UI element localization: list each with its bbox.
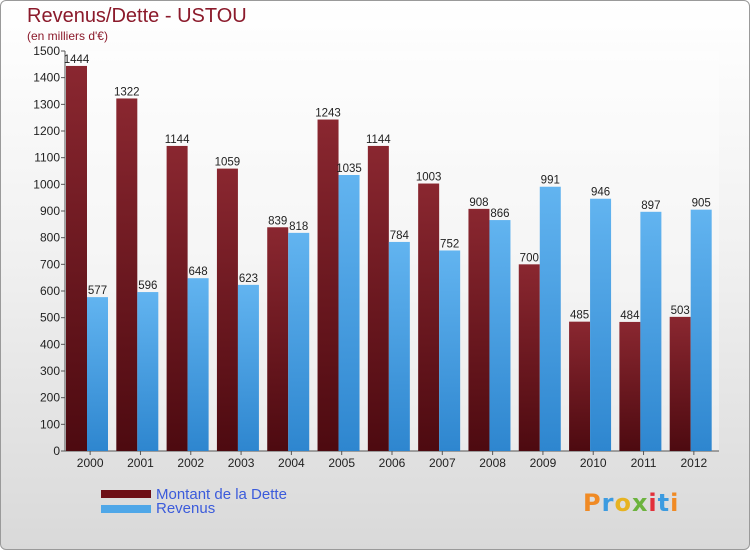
x-tick-label: 2001 [127,456,154,470]
y-tick-label: 1300 [33,97,60,111]
y-tick-label: 800 [40,231,60,245]
bar-revenus [590,198,612,451]
value-label-dette: 484 [620,310,640,322]
chart-subtitle: (en milliers d'€) [27,29,108,43]
value-label-dette: 1322 [114,86,140,98]
y-tick-label: 200 [40,391,60,405]
legend-swatch-dette [101,490,151,498]
bar-dette [267,227,289,451]
bar-revenus [439,250,461,451]
bar-dette [518,264,540,451]
y-tick-label: 1500 [33,44,60,58]
bar-revenus [388,241,410,451]
y-tick-label: 900 [40,204,60,218]
logo-letter: t [657,489,671,517]
value-label-revenus: 946 [591,187,610,199]
value-label-dette: 700 [520,252,539,264]
value-label-dette: 1003 [416,172,442,184]
legend-swatch-revenus [101,505,151,513]
value-label-revenus: 991 [541,175,560,187]
legend-label-dette: Montant de la Dette [156,486,287,503]
y-tick-label: 1000 [33,177,60,191]
y-tick-label: 1100 [34,151,60,165]
value-label-revenus: 596 [138,280,157,292]
bar-revenus [288,232,310,451]
bar-revenus [87,297,108,451]
x-tick-label: 2007 [429,456,456,470]
logo-letter: i [648,489,658,517]
logo-letter: P [583,489,602,517]
x-tick-label: 2000 [77,456,104,470]
y-tick-label: 600 [40,284,60,298]
chart-title: Revenus/Dette - USTOU [27,5,247,27]
x-tick-label: 2012 [680,456,707,470]
y-tick-label: 500 [40,311,60,325]
x-tick-label: 2008 [479,456,506,470]
value-label-revenus: 897 [641,200,660,212]
logo-letter: r [601,489,615,517]
value-label-revenus: 1035 [336,163,362,175]
logo-letter: i [670,489,680,517]
value-label-revenus: 577 [88,285,107,297]
x-tick-label: 2005 [328,456,355,470]
bar-dette [66,65,87,451]
y-tick-label: 400 [40,337,60,351]
x-tick-label: 2011 [631,456,657,470]
bar-dette [317,119,339,452]
x-tick-label: 2002 [177,456,204,470]
y-tick-label: 1400 [33,71,60,85]
value-label-dette: 1144 [165,134,190,146]
value-label-dette: 908 [469,197,488,209]
bar-revenus [187,278,209,451]
value-label-revenus: 818 [289,221,308,233]
value-label-dette: 1144 [366,134,391,146]
value-label-dette: 485 [570,310,589,322]
bar-dette [166,145,188,451]
value-label-revenus: 648 [189,266,208,278]
proxiti-logo: Proxiti [583,489,679,517]
bar-revenus [338,175,360,451]
bar-revenus [640,211,662,451]
bar-revenus [237,284,259,451]
value-label-revenus: 784 [390,230,410,242]
bar-revenus [690,209,712,451]
value-label-dette: 1444 [64,54,90,66]
y-tick-label: 300 [40,364,60,378]
y-tick-label: 700 [40,257,60,271]
y-tick-label: 100 [40,417,60,431]
bar-revenus [539,186,561,451]
logo-letter: o [614,489,632,517]
bar-revenus [137,292,159,451]
value-label-revenus: 866 [490,208,509,220]
bar-dette [367,145,389,451]
value-label-revenus: 623 [239,273,258,285]
bar-dette [569,321,591,451]
y-tick-label: 1200 [33,124,60,138]
x-tick-label: 2006 [379,456,406,470]
logo-letter: x [631,489,649,517]
value-label-dette: 1243 [315,108,341,120]
x-tick-label: 2004 [278,456,305,470]
bar-dette [116,98,138,451]
x-tick-label: 2009 [530,456,557,470]
value-label-revenus: 752 [440,238,459,250]
y-tick-label: 0 [53,444,60,458]
bar-dette [468,208,490,451]
x-tick-label: 2003 [228,456,255,470]
value-label-dette: 839 [268,215,287,227]
bar-dette [619,321,641,451]
legend-label-revenus: Revenus [156,500,216,517]
value-label-dette: 503 [671,305,690,317]
x-tick-label: 2010 [580,456,607,470]
value-label-dette: 1059 [215,157,241,169]
bar-revenus [489,220,511,451]
bar-dette [216,168,238,451]
bar-dette [418,183,440,452]
value-label-revenus: 905 [692,198,711,210]
bar-dette [669,316,691,451]
